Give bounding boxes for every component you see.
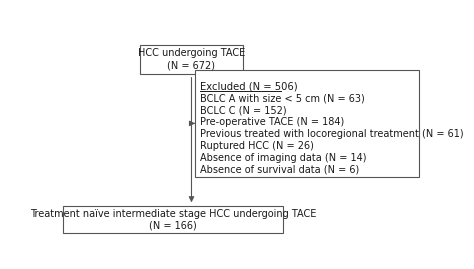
Text: Excluded (N = 506): Excluded (N = 506) (200, 82, 298, 92)
Text: Ruptured HCC (N = 26): Ruptured HCC (N = 26) (200, 141, 314, 151)
Text: Treatment naïve intermediate stage HCC undergoing TACE
(N = 166): Treatment naïve intermediate stage HCC u… (30, 209, 316, 231)
Text: BCLC C (N = 152): BCLC C (N = 152) (200, 106, 287, 116)
Text: HCC undergoing TACE
(N = 672): HCC undergoing TACE (N = 672) (138, 48, 245, 70)
FancyBboxPatch shape (63, 206, 283, 233)
Text: BCLC A with size < 5 cm (N = 63): BCLC A with size < 5 cm (N = 63) (200, 94, 365, 104)
FancyBboxPatch shape (140, 45, 243, 74)
Text: Absence of survival data (N = 6): Absence of survival data (N = 6) (200, 165, 359, 175)
Text: Absence of imaging data (N = 14): Absence of imaging data (N = 14) (200, 153, 366, 163)
Text: Pre-operative TACE (N = 184): Pre-operative TACE (N = 184) (200, 117, 344, 128)
FancyBboxPatch shape (195, 70, 419, 177)
Text: Previous treated with locoregional treatment (N = 61): Previous treated with locoregional treat… (200, 129, 464, 139)
